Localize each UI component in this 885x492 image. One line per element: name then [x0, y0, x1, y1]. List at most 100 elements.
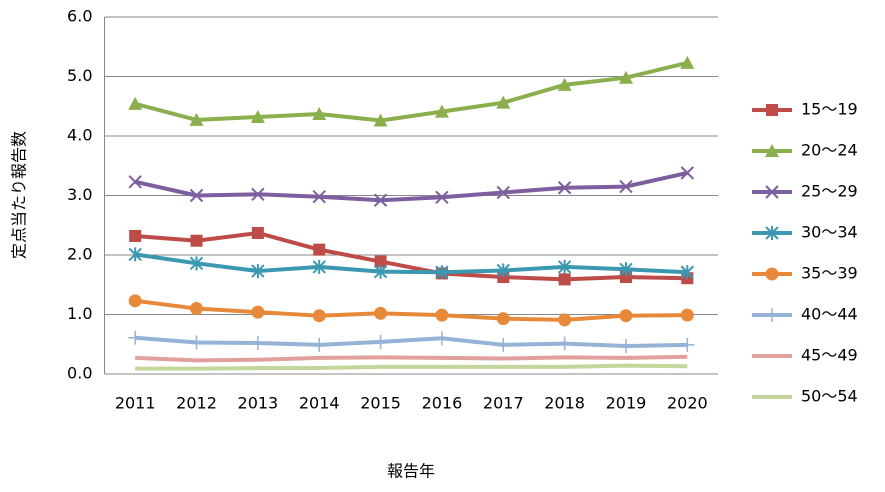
y-tick-label: 5.0	[67, 66, 92, 85]
marker	[496, 95, 511, 109]
marker	[189, 188, 204, 203]
marker	[313, 243, 326, 256]
marker	[680, 337, 695, 352]
x-tick-label: 2015	[360, 394, 401, 413]
series	[128, 294, 694, 327]
marker	[434, 104, 449, 118]
legend-marker	[765, 267, 779, 281]
marker	[496, 312, 510, 326]
marker	[618, 339, 633, 354]
marker	[251, 264, 265, 279]
legend-marker	[766, 104, 778, 116]
series-line	[134, 170, 688, 203]
marker	[373, 193, 388, 207]
marker	[680, 308, 694, 322]
legend-label: 40～44	[801, 305, 858, 324]
marker	[557, 181, 572, 195]
series	[135, 363, 688, 371]
legend-label: 45～49	[801, 346, 858, 365]
series	[129, 226, 694, 286]
marker	[557, 336, 572, 351]
y-tick-label: 2.0	[67, 245, 92, 264]
series-line	[134, 298, 688, 322]
series-line	[135, 230, 688, 282]
marker	[496, 185, 510, 200]
marker	[496, 337, 511, 352]
marker	[619, 309, 633, 323]
marker	[128, 96, 143, 110]
marker	[618, 70, 633, 84]
marker	[129, 229, 142, 242]
x-tick-label: 2016	[422, 394, 463, 413]
marker	[128, 175, 142, 189]
legend-label: 20～24	[801, 141, 858, 160]
series	[135, 354, 688, 363]
marker	[680, 55, 695, 69]
marker	[374, 255, 387, 268]
series-line	[135, 354, 688, 363]
marker	[680, 265, 695, 280]
x-axis-title: 報告年	[387, 462, 435, 481]
series	[128, 55, 695, 127]
legend-marker	[765, 144, 779, 157]
y-tick-label: 1.0	[67, 304, 92, 323]
marker	[190, 302, 204, 316]
legend-label: 50～54	[801, 387, 858, 406]
marker	[373, 334, 388, 349]
x-tick-label: 2018	[544, 394, 585, 413]
legend-marker	[765, 308, 779, 322]
marker	[251, 226, 264, 239]
y-tick-label: 3.0	[67, 185, 92, 204]
marker	[312, 259, 326, 274]
x-tick-label: 2019	[606, 394, 647, 413]
series-line	[135, 335, 688, 349]
legend-label: 25～29	[801, 182, 858, 201]
marker	[128, 294, 142, 308]
marker	[619, 262, 633, 277]
series	[128, 166, 695, 207]
series	[128, 247, 695, 280]
marker	[250, 336, 265, 351]
marker	[374, 306, 388, 320]
marker	[189, 335, 204, 350]
legend-marker	[765, 185, 779, 199]
marker	[251, 187, 265, 202]
marker	[435, 190, 449, 204]
marker	[434, 331, 449, 346]
y-tick-label: 0.0	[67, 364, 92, 383]
marker	[250, 109, 265, 123]
legend-label: 35～39	[801, 264, 858, 283]
marker	[128, 247, 142, 262]
legend-label: 15～19	[801, 100, 858, 119]
marker	[312, 337, 327, 352]
y-axis-title: 定点当たり報告数	[10, 131, 29, 259]
series-line	[134, 60, 688, 123]
y-tick-label: 6.0	[67, 7, 92, 26]
marker	[189, 112, 204, 126]
marker	[435, 265, 449, 280]
marker	[558, 273, 571, 286]
marker	[619, 179, 633, 194]
marker	[312, 309, 326, 323]
marker	[190, 234, 203, 247]
series-line	[134, 252, 688, 275]
legend-marker	[765, 226, 779, 240]
series-line	[135, 363, 688, 371]
x-tick-label: 2017	[483, 394, 524, 413]
marker	[680, 166, 695, 180]
series	[128, 330, 695, 354]
x-tick-label: 2013	[238, 394, 279, 413]
y-tick-label: 4.0	[67, 126, 92, 145]
marker	[128, 330, 143, 345]
marker	[557, 259, 572, 274]
x-tick-label: 2020	[667, 394, 708, 413]
marker	[312, 189, 326, 204]
marker	[435, 308, 449, 322]
marker	[373, 264, 388, 279]
marker	[189, 256, 204, 271]
marker	[251, 305, 265, 319]
marker	[496, 263, 510, 278]
x-tick-label: 2011	[115, 394, 156, 413]
marker	[312, 106, 327, 120]
